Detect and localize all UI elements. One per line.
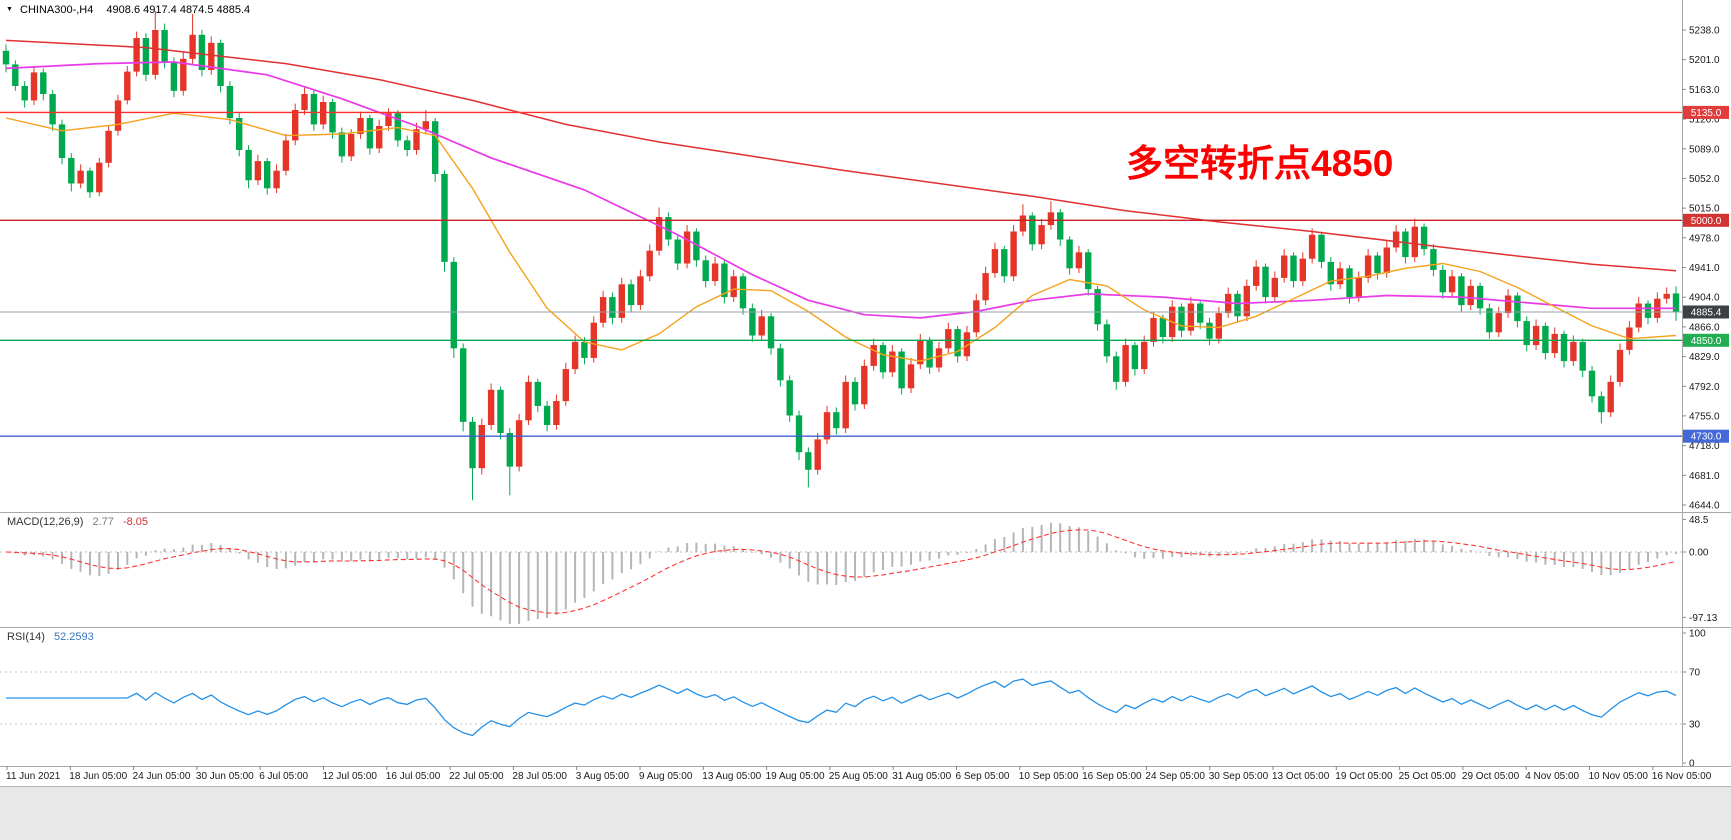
svg-text:3 Aug 05:00: 3 Aug 05:00 <box>576 771 630 782</box>
price-axis: 5238.0 5201.0 5163.0 5126.0 5089.0 5052.0 5015… <box>1682 26 1720 512</box>
svg-text:10 Sep 05:00: 10 Sep 05:00 <box>1019 771 1079 782</box>
svg-text:30 Sep 05:00: 30 Sep 05:00 <box>1209 771 1269 782</box>
svg-text:4730.0: 4730.0 <box>1691 432 1722 443</box>
rsi-scale: 100 70 30 0 <box>0 629 1706 770</box>
svg-text:13 Oct 05:00: 13 Oct 05:00 <box>1272 771 1330 782</box>
svg-text:0: 0 <box>1689 759 1695 770</box>
price-badges: 5135.0 5000.0 4850.0 4730.0 4885.4 <box>1683 105 1729 443</box>
svg-text:0.00: 0.00 <box>1689 548 1709 559</box>
svg-text:4829.0: 4829.0 <box>1689 352 1720 363</box>
svg-text:4978.0: 4978.0 <box>1689 233 1720 244</box>
svg-text:30: 30 <box>1689 720 1701 731</box>
ma-line-slow <box>5 39 1677 272</box>
svg-text:31 Aug 05:00: 31 Aug 05:00 <box>892 771 951 782</box>
svg-text:18 Jun 05:00: 18 Jun 05:00 <box>69 771 127 782</box>
candles-layer <box>2 10 1680 501</box>
svg-text:5201.0: 5201.0 <box>1689 55 1720 66</box>
svg-text:5238.0: 5238.0 <box>1689 26 1720 37</box>
rsi-line <box>6 678 1677 737</box>
rsi-label: RSI(14) 52.2593 <box>7 631 94 643</box>
svg-text:4866.0: 4866.0 <box>1689 322 1720 333</box>
svg-text:5163.0: 5163.0 <box>1689 85 1720 96</box>
svg-text:22 Jul 05:00: 22 Jul 05:00 <box>449 771 504 782</box>
chart-canvas[interactable]: 48.5 0.00 -97.13 100 70 30 0 5238.0 5201.0 5163.0… <box>0 0 1731 785</box>
one-click-trading-toggle-icon[interactable]: ▼ <box>6 6 13 13</box>
hline-price-badge: 5135.0 <box>1683 105 1729 119</box>
chart-header: ▼ CHINA300-,H4 4908.6 4917.4 4874.5 4885… <box>6 4 250 16</box>
macd-signal-line <box>5 529 1677 614</box>
current-price-badge: 4885.4 <box>1683 305 1729 319</box>
svg-text:16 Jul 05:00: 16 Jul 05:00 <box>386 771 441 782</box>
svg-text:70: 70 <box>1689 668 1701 679</box>
svg-text:5052.0: 5052.0 <box>1689 174 1720 185</box>
svg-text:25 Oct 05:00: 25 Oct 05:00 <box>1399 771 1457 782</box>
rsi-name: RSI(14) <box>7 631 45 643</box>
svg-text:4681.0: 4681.0 <box>1689 471 1720 482</box>
rsi-value: 52.2593 <box>53 631 94 643</box>
svg-text:6 Jul 05:00: 6 Jul 05:00 <box>259 771 308 782</box>
macd-name: MACD(12,26,9) <box>7 516 84 528</box>
macd-histogram <box>14 522 1677 624</box>
svg-text:4792.0: 4792.0 <box>1689 382 1720 393</box>
svg-text:5000.0: 5000.0 <box>1691 216 1722 227</box>
svg-text:13 Aug 05:00: 13 Aug 05:00 <box>702 771 761 782</box>
svg-text:24 Sep 05:00: 24 Sep 05:00 <box>1145 771 1205 782</box>
ohlc-values: 4908.6 4917.4 4874.5 4885.4 <box>106 4 251 16</box>
svg-text:28 Jul 05:00: 28 Jul 05:00 <box>512 771 567 782</box>
svg-text:12 Jul 05:00: 12 Jul 05:00 <box>323 771 378 782</box>
ma-line-fast <box>5 112 1677 362</box>
svg-text:19 Aug 05:00: 19 Aug 05:00 <box>766 771 825 782</box>
macd-label: MACD(12,26,9) 2.77 -8.05 <box>7 516 148 528</box>
svg-text:5089.0: 5089.0 <box>1689 144 1720 155</box>
hline-price-badge: 4730.0 <box>1683 429 1729 443</box>
hline-price-badge: 4850.0 <box>1683 333 1729 347</box>
svg-text:5126.0: 5126.0 <box>1689 115 1720 126</box>
symbol-timeframe-label: CHINA300-,H4 <box>20 4 94 16</box>
time-axis: 11 Jun 2021 18 Jun 05:00 24 Jun 05:00 30 Ju… <box>6 766 1712 782</box>
hline-price-badge: 5000.0 <box>1683 213 1729 227</box>
svg-text:30 Jun 05:00: 30 Jun 05:00 <box>196 771 254 782</box>
svg-text:4718.0: 4718.0 <box>1689 441 1720 452</box>
svg-text:5015.0: 5015.0 <box>1689 204 1720 215</box>
svg-text:10 Nov 05:00: 10 Nov 05:00 <box>1589 771 1649 782</box>
svg-text:4755.0: 4755.0 <box>1689 411 1720 422</box>
svg-text:4644.0: 4644.0 <box>1689 501 1720 512</box>
svg-text:4850.0: 4850.0 <box>1691 336 1722 347</box>
svg-text:19 Oct 05:00: 19 Oct 05:00 <box>1335 771 1393 782</box>
ma-line-medium <box>5 61 1676 319</box>
macd-main-value: 2.77 <box>92 516 114 528</box>
svg-text:25 Aug 05:00: 25 Aug 05:00 <box>829 771 888 782</box>
svg-text:100: 100 <box>1689 629 1706 640</box>
svg-text:24 Jun 05:00: 24 Jun 05:00 <box>133 771 191 782</box>
svg-text:29 Oct 05:00: 29 Oct 05:00 <box>1462 771 1520 782</box>
svg-text:4941.0: 4941.0 <box>1689 263 1720 274</box>
annotation-text: 多空转折点4850 <box>1126 143 1394 184</box>
svg-text:4904.0: 4904.0 <box>1689 293 1720 304</box>
svg-text:11 Jun 2021: 11 Jun 2021 <box>6 771 61 782</box>
svg-text:6 Sep 05:00: 6 Sep 05:00 <box>956 771 1010 782</box>
macd-scale: 48.5 0.00 -97.13 <box>1682 515 1718 624</box>
svg-text:5135.0: 5135.0 <box>1691 108 1722 119</box>
svg-text:16 Nov 05:00: 16 Nov 05:00 <box>1652 771 1712 782</box>
svg-text:4 Nov 05:00: 4 Nov 05:00 <box>1525 771 1579 782</box>
moving-averages-layer <box>5 39 1677 362</box>
bottom-margin-area <box>0 786 1731 840</box>
macd-signal-value: -8.05 <box>122 516 149 528</box>
svg-text:48.5: 48.5 <box>1689 515 1709 526</box>
svg-text:16 Sep 05:00: 16 Sep 05:00 <box>1082 771 1142 782</box>
svg-text:4885.4: 4885.4 <box>1691 308 1722 319</box>
svg-text:9 Aug 05:00: 9 Aug 05:00 <box>639 771 693 782</box>
svg-text:-97.13: -97.13 <box>1689 613 1718 624</box>
